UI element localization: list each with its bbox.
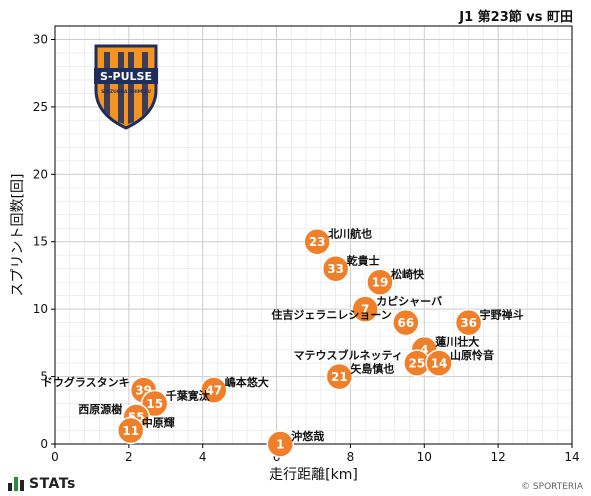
club-crest-logo: S-PULSE SHIZUOKA SHIMIZU — [94, 44, 158, 130]
point-name-label: 矢島慎也 — [350, 362, 394, 376]
plot-frame — [54, 25, 573, 445]
crest-shield — [94, 44, 158, 130]
point-name-label: 千葉寛汰 — [166, 389, 211, 403]
stats-brand: STATs — [8, 476, 76, 492]
point-number-label: 23 — [309, 235, 326, 249]
point-name-label: 松崎快 — [391, 267, 425, 281]
y-axis-ticks: 0 5 10 15 20 25 30 — [33, 32, 55, 451]
point-marker — [116, 416, 145, 445]
point-name-label: 北川航也 — [328, 227, 372, 241]
point-name-label: 蓮川壮大 — [435, 335, 479, 349]
point-marker — [266, 430, 295, 458]
y-tick-label: 30 — [33, 32, 48, 46]
point-marker — [140, 389, 169, 418]
point-number-label: 1 — [276, 438, 284, 452]
data-point: 7 カピシャーバ — [351, 295, 442, 323]
point-number-label: 36 — [460, 316, 477, 330]
crest-stripes — [104, 52, 148, 124]
x-tick-label: 10 — [417, 450, 432, 464]
point-name-label: カピシャーバ — [376, 295, 442, 308]
brand-name: STATs — [29, 476, 76, 492]
point-marker — [366, 268, 394, 296]
point-name-label: 住吉ジェラニレショーン — [271, 308, 391, 322]
point-number-label: 4 — [420, 343, 428, 357]
point-name-label: マテウスブルネッティ — [294, 348, 403, 362]
x-axis-ticks: 02468101214 — [51, 444, 580, 464]
page-title: J1 第23節 vs 町田 — [459, 10, 573, 25]
point-number-label: 25 — [409, 357, 426, 371]
point-name-label: 山原怜音 — [450, 348, 494, 362]
point-marker — [321, 254, 350, 283]
point-marker — [325, 362, 354, 391]
point-number-label: 21 — [331, 370, 348, 384]
point-name-label: 宇野禅斗 — [480, 308, 524, 322]
x-tick-label: 12 — [491, 450, 506, 464]
point-marker — [303, 227, 331, 256]
point-name-label: ドウグラスタンキ — [42, 375, 130, 389]
point-marker — [351, 295, 379, 323]
y-tick-label: 0 — [40, 437, 48, 451]
point-marker — [392, 308, 420, 337]
y-axis-label: スプリント回数[回] — [10, 174, 26, 297]
point-number-label: 15 — [146, 397, 163, 411]
x-tick-label: 14 — [564, 450, 579, 464]
point-name-label: 嶋本悠大 — [225, 375, 269, 389]
point-number-label: 66 — [397, 316, 414, 330]
crest-text-sub: SHIZUOKA SHIMIZU — [101, 89, 151, 95]
y-tick-label: 25 — [33, 100, 48, 114]
point-name-label: 乾貴士 — [347, 254, 380, 268]
copyright-notice: © SPORTERIA — [521, 482, 583, 492]
x-tick-label: 2 — [125, 450, 133, 464]
x-tick-label: 0 — [51, 450, 59, 464]
y-tick-label: 15 — [33, 235, 48, 249]
x-tick-label: 4 — [199, 450, 207, 464]
data-point: 25 マテウスブルネッティ — [294, 348, 431, 377]
x-axis-label: 走行距離[km] — [269, 466, 358, 483]
x-tick-label: 8 — [347, 450, 355, 464]
data-point: 66 住吉ジェラニレショーン — [271, 308, 420, 337]
y-tick-label: 5 — [40, 370, 48, 384]
point-marker — [425, 349, 453, 377]
data-points: 23北川航也33乾貴士19松崎快7カピシャーバ66住吉ジェラニレショーン36宇野… — [42, 227, 524, 458]
y-tick-label: 20 — [33, 167, 48, 181]
point-name-label: 中原輝 — [142, 416, 175, 430]
data-point: 1 沖悠哉 — [266, 429, 324, 458]
stats-bars-icon — [8, 477, 24, 491]
point-number-label: 33 — [327, 262, 344, 276]
crest-text-main: S-PULSE — [100, 70, 152, 83]
point-name-label: 西原源樹 — [78, 402, 122, 416]
point-number-label: 11 — [122, 424, 139, 438]
point-number-label: 47 — [205, 384, 222, 398]
y-tick-label: 10 — [33, 302, 48, 316]
point-number-label: 19 — [372, 276, 389, 290]
point-marker — [454, 308, 483, 337]
point-name-label: 沖悠哉 — [291, 429, 324, 443]
point-marker — [200, 376, 228, 404]
point-number-label: 14 — [431, 357, 448, 371]
crest-band — [94, 68, 158, 84]
point-number-label: 7 — [361, 303, 369, 317]
